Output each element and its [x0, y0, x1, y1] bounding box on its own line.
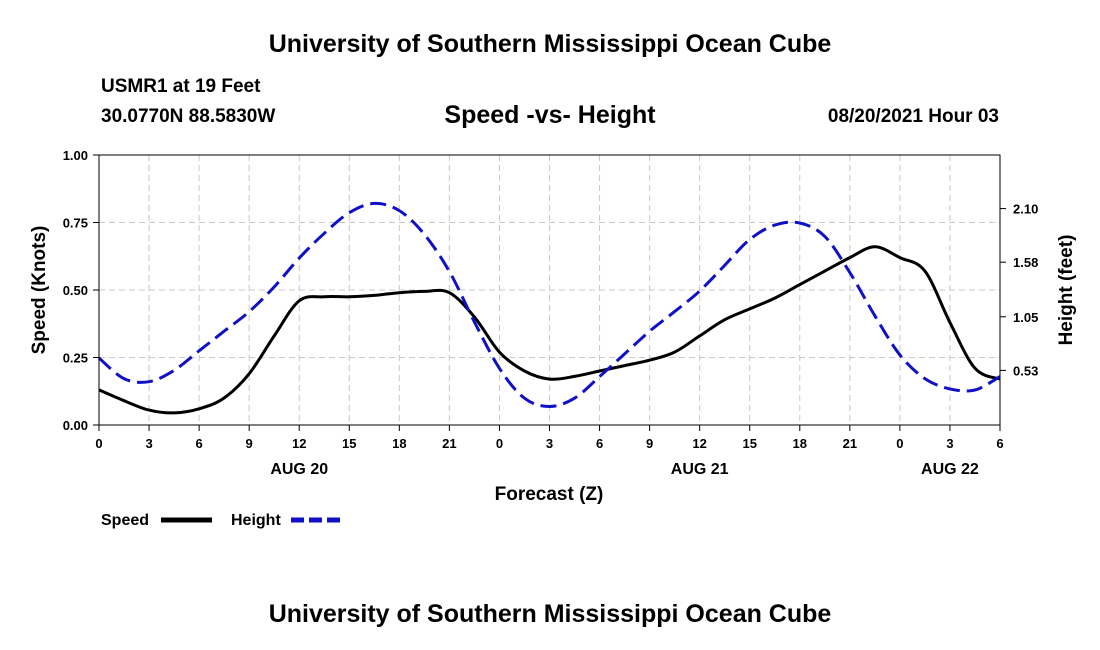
- chart-title: Speed -vs- Height: [444, 101, 656, 129]
- x-tick-label: 15: [742, 436, 756, 451]
- series-layer: [98, 201, 1001, 415]
- x-tick-label: 3: [145, 436, 152, 451]
- series-line-height: [98, 201, 1001, 408]
- x-tick-label: 9: [246, 436, 253, 451]
- x-tick-label: 18: [392, 436, 406, 451]
- x-tick-label: 21: [442, 436, 456, 451]
- y2-tick-label: 1.58: [1013, 255, 1038, 270]
- x-tick-label: 0: [896, 436, 903, 451]
- x-tick-label: 6: [195, 436, 202, 451]
- title-bottom: University of Southern Mississippi Ocean…: [268, 600, 832, 628]
- y-tick-label: 0.25: [63, 351, 88, 366]
- legend: Speed Height: [101, 512, 343, 529]
- y2-axis-label: Height (feet): [1056, 235, 1077, 346]
- x-tick-label: 6: [996, 436, 1003, 451]
- forecast-datetime: 08/20/2021 Hour 03: [827, 106, 999, 127]
- x-tick-label: 3: [546, 436, 553, 451]
- legend-label-height: Height: [231, 512, 281, 529]
- x-tick-label: 0: [95, 436, 102, 451]
- y-tick-label: 0.00: [63, 418, 88, 433]
- grid: [99, 155, 1000, 425]
- day-label: AUG 21: [671, 461, 729, 478]
- station-label: USMR1 at 19 Feet: [101, 76, 261, 97]
- y-tick-label: 0.50: [63, 283, 88, 298]
- x-tick-label: 9: [646, 436, 653, 451]
- y2-tick-label: 1.05: [1013, 310, 1038, 325]
- y-axis-label: Speed (Knots): [29, 226, 50, 355]
- axes: 0 3 6 9 12 15 18 21 0 3 6 9 12 15 18 21 0 3 6 0.00 0.25 0.50 0…: [63, 148, 1039, 478]
- x-tick-label: 6: [596, 436, 603, 451]
- y2-tick-label: 0.53: [1013, 363, 1038, 378]
- x-tick-label: 15: [342, 436, 356, 451]
- x-tick-label: 12: [692, 436, 706, 451]
- x-tick-label: 21: [843, 436, 857, 451]
- day-label: AUG 22: [921, 461, 979, 478]
- legend-label-speed: Speed: [101, 512, 149, 529]
- coordinates-label: 30.0770N 88.5830W: [101, 106, 276, 127]
- series-line-speed: [98, 245, 1001, 415]
- y-tick-label: 1.00: [63, 148, 88, 163]
- x-tick-label: 3: [946, 436, 953, 451]
- day-label: AUG 20: [270, 461, 328, 478]
- y-tick-label: 0.75: [63, 216, 88, 231]
- x-tick-label: 12: [292, 436, 306, 451]
- title-top: University of Southern Mississippi Ocean…: [268, 30, 832, 58]
- x-axis-label: Forecast (Z): [495, 484, 604, 505]
- x-tick-label: 18: [793, 436, 807, 451]
- x-tick-label: 0: [496, 436, 503, 451]
- y2-tick-label: 2.10: [1013, 202, 1038, 217]
